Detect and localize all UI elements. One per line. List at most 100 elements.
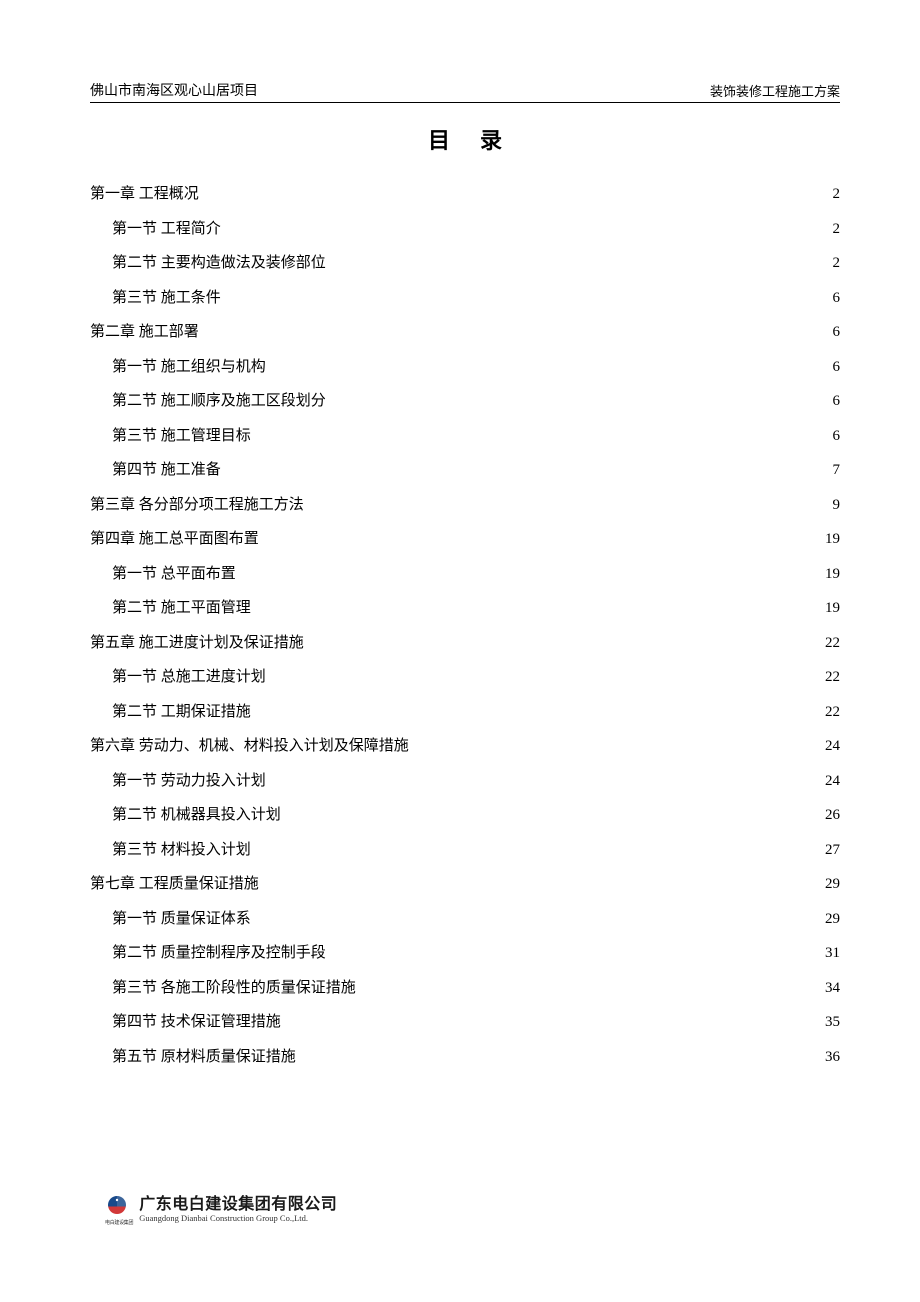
toc-entry-page: 22 [825,695,840,730]
company-logo: 电白建设集团 [105,1194,133,1226]
toc-leader-line [224,459,830,474]
toc-leader-line [329,942,822,957]
toc-entry: 第二节 施工顺序及施工区段划分 6 [90,384,840,419]
toc-entry-label: 第一节 总施工进度计划 [112,660,266,695]
toc-entry-page: 34 [825,971,840,1006]
toc-leader-line [202,183,830,198]
toc-entry: 第三节 材料投入计划 27 [90,833,840,868]
page-footer: 电白建设集团 广东电白建设集团有限公司 Guangdong Dianbai Co… [105,1194,337,1226]
toc-entry-label: 第二节 工期保证措施 [112,695,251,730]
toc-entry-page: 22 [825,626,840,661]
toc-leader-line [269,666,822,681]
toc-leader-line [412,735,822,750]
toc-entry-label: 第二节 机械器具投入计划 [112,798,281,833]
toc-entry: 第一节 总施工进度计划 22 [90,660,840,695]
toc-entry: 第三节 施工管理目标 6 [90,419,840,454]
toc-leader-line [254,597,822,612]
toc-leader-line [224,287,830,302]
toc-entry: 第二节 工期保证措施 22 [90,695,840,730]
toc-entry: 第四节 施工准备 7 [90,453,840,488]
toc-entry-page: 22 [825,660,840,695]
toc-entry-label: 第二章 施工部署 [90,315,199,350]
toc-entry-label: 第一节 施工组织与机构 [112,350,266,385]
toc-entry-page: 24 [825,764,840,799]
toc-leader-line [262,528,822,543]
footer-company-en: Guangdong Dianbai Construction Group Co.… [139,1214,337,1224]
toc-entry: 第二节 主要构造做法及装修部位 2 [90,246,840,281]
toc-leader-line [202,321,830,336]
logo-icon [105,1194,129,1218]
toc-entry-label: 第三章 各分部分项工程施工方法 [90,488,304,523]
toc-entry: 第一节 总平面布置 19 [90,557,840,592]
toc-entry: 第三节 各施工阶段性的质量保证措施 34 [90,971,840,1006]
toc-leader-line [307,632,822,647]
toc-entry: 第一章 工程概况 2 [90,177,840,212]
toc-leader-line [224,218,830,233]
toc-entry-page: 19 [825,522,840,557]
toc-entry-page: 6 [833,350,841,385]
toc-entry: 第五节 原材料质量保证措施 36 [90,1040,840,1075]
toc-entry-label: 第二节 质量控制程序及控制手段 [112,936,326,971]
toc-entry-label: 第一节 质量保证体系 [112,902,251,937]
toc-leader-line [269,770,822,785]
header-right-text: 装饰装修工程施工方案 [710,81,840,100]
toc-entry-page: 24 [825,729,840,764]
toc-leader-line [329,390,830,405]
toc-entry-page: 19 [825,557,840,592]
toc-entry-label: 第二节 施工平面管理 [112,591,251,626]
toc-entry-page: 29 [825,902,840,937]
toc-leader-line [239,563,822,578]
toc-entry-label: 第三节 材料投入计划 [112,833,251,868]
toc-entry-page: 31 [825,936,840,971]
toc-entry: 第四节 技术保证管理措施 35 [90,1005,840,1040]
toc-entry-label: 第二节 主要构造做法及装修部位 [112,246,326,281]
toc-entry: 第四章 施工总平面图布置 19 [90,522,840,557]
toc-leader-line [254,908,822,923]
toc-entry: 第二章 施工部署 6 [90,315,840,350]
toc-entry-label: 第一节 劳动力投入计划 [112,764,266,799]
toc-title: 目录 [90,123,840,155]
toc-leader-line [329,252,830,267]
toc-entry-page: 35 [825,1005,840,1040]
page-header: 佛山市南海区观心山居项目 装饰装修工程施工方案 [90,80,840,103]
toc-entry: 第二节 机械器具投入计划 26 [90,798,840,833]
toc-entry: 第三节 施工条件 6 [90,281,840,316]
toc-leader-line [262,873,822,888]
toc-entry-label: 第五节 原材料质量保证措施 [112,1040,296,1075]
toc-leader-line [299,1046,822,1061]
toc-entry: 第七章 工程质量保证措施 29 [90,867,840,902]
toc-entry-label: 第三节 施工条件 [112,281,221,316]
toc-entry: 第六章 劳动力、机械、材料投入计划及保障措施 24 [90,729,840,764]
document-page: 佛山市南海区观心山居项目 装饰装修工程施工方案 目录 第一章 工程概况 2第一节… [0,0,920,1074]
toc-entry: 第一节 工程简介 2 [90,212,840,247]
toc-leader-line [269,356,830,371]
toc-leader-line [254,839,822,854]
toc-entry-page: 19 [825,591,840,626]
toc-leader-line [284,804,822,819]
toc-entry-page: 26 [825,798,840,833]
toc-entry-label: 第五章 施工进度计划及保证措施 [90,626,304,661]
toc-entry-page: 2 [833,212,841,247]
toc-entry-page: 27 [825,833,840,868]
toc-entry-page: 29 [825,867,840,902]
toc-entry-label: 第六章 劳动力、机械、材料投入计划及保障措施 [90,729,409,764]
toc-entry-label: 第七章 工程质量保证措施 [90,867,259,902]
toc-entry-label: 第四节 技术保证管理措施 [112,1005,281,1040]
toc-entry-page: 6 [833,384,841,419]
toc-entry-page: 2 [833,177,841,212]
toc-entry: 第一节 质量保证体系 29 [90,902,840,937]
toc-entry: 第二节 施工平面管理 19 [90,591,840,626]
toc-entry: 第二节 质量控制程序及控制手段 31 [90,936,840,971]
footer-company-block: 广东电白建设集团有限公司 Guangdong Dianbai Construct… [139,1196,337,1224]
toc-entry-label: 第一章 工程概况 [90,177,199,212]
toc-leader-line [307,494,830,509]
toc-leader-line [254,425,830,440]
toc-entry-label: 第一节 总平面布置 [112,557,236,592]
toc-entry: 第一节 劳动力投入计划 24 [90,764,840,799]
toc-entry: 第一节 施工组织与机构 6 [90,350,840,385]
toc-entry-page: 6 [833,315,841,350]
toc-entry-page: 6 [833,419,841,454]
toc-entry-page: 9 [833,488,841,523]
toc-entry-page: 7 [833,453,841,488]
toc-entry-label: 第四节 施工准备 [112,453,221,488]
